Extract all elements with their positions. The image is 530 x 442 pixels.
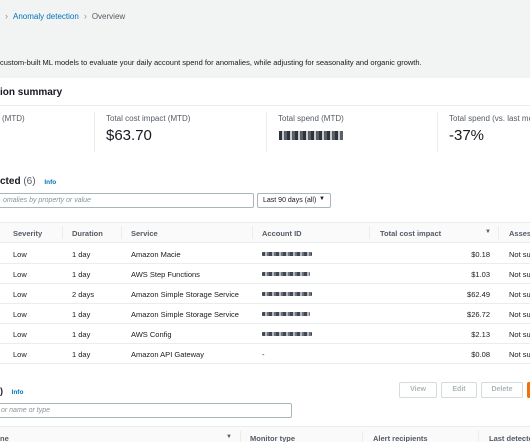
assessment-cell: Not su xyxy=(509,290,530,299)
table-row[interactable] xyxy=(0,284,530,304)
redacted-value xyxy=(279,131,343,140)
create-monitor-button[interactable] xyxy=(527,382,530,398)
summary-title: ion summary xyxy=(0,87,63,98)
caret-down-icon: ▼ xyxy=(319,196,325,202)
monitor-search-input[interactable]: or name or type xyxy=(0,403,292,418)
column-assessment[interactable]: Assess xyxy=(509,229,530,238)
column-divider xyxy=(121,226,122,239)
metric-value-spend-change: -37% xyxy=(449,127,485,144)
severity-cell: Low xyxy=(13,290,27,299)
metric-label-total-spend: Total spend (MTD) xyxy=(278,114,344,123)
date-range-select[interactable]: Last 90 days (all) ▼ xyxy=(257,193,331,208)
divider xyxy=(94,112,95,152)
account-id-cell: - xyxy=(262,350,265,359)
assessment-cell: Not su xyxy=(509,330,530,339)
column-service[interactable]: Service xyxy=(131,229,158,238)
divider xyxy=(437,112,438,152)
column-divider xyxy=(498,226,499,239)
severity-cell: Low xyxy=(13,270,27,279)
service-cell: Amazon Macie xyxy=(131,250,181,259)
table-row[interactable] xyxy=(0,264,530,284)
redacted-account-id xyxy=(262,252,312,256)
column-divider xyxy=(478,431,479,442)
service-cell: AWS Config xyxy=(131,330,172,339)
severity-cell: Low xyxy=(13,250,27,259)
redacted-account-id xyxy=(262,332,312,336)
service-cell: Amazon Simple Storage Service xyxy=(131,290,239,299)
delete-button[interactable]: Delete xyxy=(481,382,523,398)
column-duration[interactable]: Duration xyxy=(72,229,103,238)
column-divider xyxy=(62,226,63,239)
column-divider xyxy=(369,226,370,239)
service-cell: AWS Step Functions xyxy=(131,270,200,279)
duration-cell: 1 day xyxy=(72,250,91,259)
impact-cell: $2.13 xyxy=(471,330,490,339)
impact-cell: $1.03 xyxy=(471,270,490,279)
table-row[interactable] xyxy=(0,244,530,264)
breadcrumb-anomaly-detection[interactable]: Anomaly detection xyxy=(13,11,79,21)
impact-cell: $0.18 xyxy=(471,250,490,259)
impact-cell: $62.49 xyxy=(467,290,490,299)
metric-label-spend-change: Total spend (vs. last mor xyxy=(449,114,530,123)
sort-down-icon[interactable]: ▼ xyxy=(226,434,232,440)
duration-cell: 1 day xyxy=(72,350,91,359)
anomalies-filter-input[interactable]: omalies by property or value xyxy=(0,193,254,208)
column-account-id[interactable]: Account ID xyxy=(262,229,302,238)
anomalies-title: cted (6) Info xyxy=(0,176,56,187)
assessment-cell: Not su xyxy=(509,310,530,319)
duration-cell: 1 day xyxy=(72,270,91,279)
sort-down-icon[interactable]: ▼ xyxy=(485,229,491,235)
assessment-cell: Not su xyxy=(509,270,530,279)
impact-cell: $26.72 xyxy=(467,310,490,319)
redacted-account-id xyxy=(262,292,312,296)
table-header xyxy=(0,222,530,243)
redacted-account-id xyxy=(262,272,310,276)
chevron-right-icon: › xyxy=(83,11,87,21)
duration-cell: 1 day xyxy=(72,330,91,339)
column-divider xyxy=(362,431,363,442)
duration-cell: 2 days xyxy=(72,290,95,299)
service-cell: Amazon API Gateway xyxy=(131,350,204,359)
date-range-value: Last 90 days (all) xyxy=(263,197,317,204)
page-description: custom-built ML models to evaluate your … xyxy=(0,58,422,67)
duration-cell: 1 day xyxy=(72,310,91,319)
chevron-right-icon: › xyxy=(5,11,8,21)
severity-cell: Low xyxy=(13,350,27,359)
column-divider xyxy=(240,431,241,442)
column-total-cost-impact[interactable]: Total cost impact xyxy=(380,229,442,238)
monitors-title-text: ) xyxy=(0,386,3,396)
severity-cell: Low xyxy=(13,310,27,319)
metric-label: (MTD) xyxy=(2,114,25,123)
column-alert-recipients[interactable]: Alert recipients xyxy=(373,434,428,442)
impact-cell: $0.08 xyxy=(471,350,490,359)
assessment-cell: Not su xyxy=(509,250,530,259)
breadcrumb-current: Overview xyxy=(91,11,126,21)
summary-panel xyxy=(0,78,530,166)
column-last-detected[interactable]: Last detecte xyxy=(489,434,530,442)
table-row[interactable] xyxy=(0,304,530,324)
divider xyxy=(0,105,530,106)
column-monitor-type[interactable]: Monitor type xyxy=(250,434,295,442)
monitors-title: ) Info xyxy=(0,386,23,396)
anomalies-title-text: cted xyxy=(0,176,21,187)
info-link[interactable]: Info xyxy=(11,389,24,396)
metric-label-cost-impact: Total cost impact (MTD) xyxy=(106,114,191,123)
breadcrumb: › Anomaly detection › Overview xyxy=(0,11,125,21)
monitors-table-header xyxy=(0,426,530,442)
divider xyxy=(266,112,267,152)
anomalies-count: (6) xyxy=(23,176,36,187)
assessment-cell: Not su xyxy=(509,350,530,359)
view-button[interactable]: View xyxy=(399,382,437,398)
severity-cell: Low xyxy=(13,330,27,339)
column-name[interactable]: ne xyxy=(0,434,9,442)
edit-button[interactable]: Edit xyxy=(441,382,477,398)
info-link[interactable]: Info xyxy=(44,179,57,186)
table-row[interactable] xyxy=(0,344,530,364)
table-row[interactable] xyxy=(0,324,530,344)
redacted-account-id xyxy=(262,312,310,316)
column-severity[interactable]: Severity xyxy=(13,229,43,238)
service-cell: Amazon Simple Storage Service xyxy=(131,310,239,319)
metric-value-cost-impact: $63.70 xyxy=(106,127,152,144)
column-divider xyxy=(252,226,253,239)
